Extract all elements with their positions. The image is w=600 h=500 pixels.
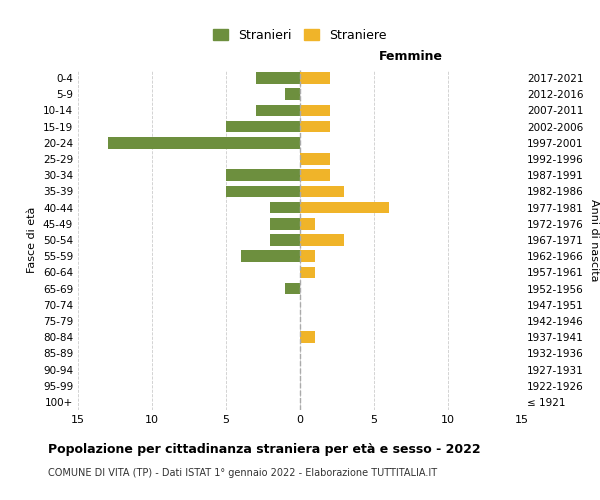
Bar xyxy=(300,186,344,198)
Bar xyxy=(226,121,300,132)
Bar xyxy=(300,250,315,262)
Bar xyxy=(226,186,300,198)
Text: Popolazione per cittadinanza straniera per età e sesso - 2022: Popolazione per cittadinanza straniera p… xyxy=(48,442,481,456)
Bar xyxy=(300,153,329,165)
Bar xyxy=(300,266,315,278)
Text: COMUNE DI VITA (TP) - Dati ISTAT 1° gennaio 2022 - Elaborazione TUTTITALIA.IT: COMUNE DI VITA (TP) - Dati ISTAT 1° genn… xyxy=(48,468,437,477)
Bar xyxy=(256,72,300,84)
Bar xyxy=(285,88,300,100)
Bar xyxy=(300,218,315,230)
Bar xyxy=(300,170,329,181)
Bar xyxy=(271,234,300,246)
Bar xyxy=(300,332,315,343)
Bar xyxy=(300,72,329,84)
Bar xyxy=(300,104,329,117)
Bar xyxy=(300,121,329,132)
Bar xyxy=(256,104,300,117)
Bar xyxy=(300,234,344,246)
Bar xyxy=(241,250,300,262)
Bar xyxy=(271,202,300,213)
Bar xyxy=(300,202,389,213)
Legend: Stranieri, Straniere: Stranieri, Straniere xyxy=(213,28,387,42)
Text: Femmine: Femmine xyxy=(379,50,443,63)
Y-axis label: Fasce di età: Fasce di età xyxy=(28,207,37,273)
Bar xyxy=(271,218,300,230)
Bar xyxy=(107,137,300,148)
Y-axis label: Anni di nascita: Anni di nascita xyxy=(589,198,599,281)
Bar xyxy=(226,170,300,181)
Bar xyxy=(285,282,300,294)
